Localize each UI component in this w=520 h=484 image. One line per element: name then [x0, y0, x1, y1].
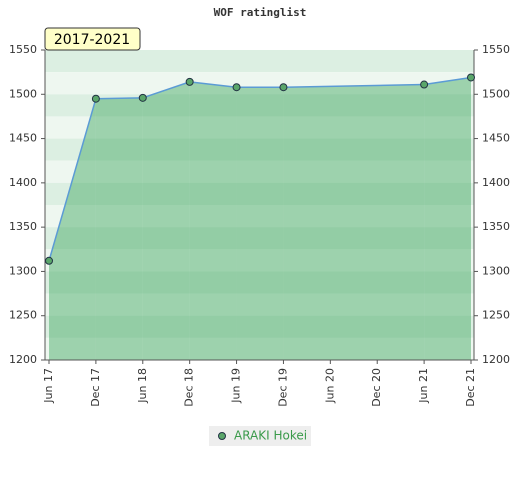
point: [232, 83, 241, 92]
x-tick-label: Jun 19: [230, 368, 243, 404]
background-band: [45, 227, 474, 250]
x-tick-label: Jun 18: [136, 368, 149, 404]
x-tick-label: Dec 19: [276, 368, 289, 407]
chart-title: WOF ratinglist: [214, 6, 307, 19]
y-tick-label: 1350: [9, 220, 37, 233]
point: [45, 256, 53, 265]
area-segment: [49, 98, 96, 360]
background-band: [45, 182, 474, 205]
background-band: [45, 116, 474, 139]
area-segment: [283, 84, 425, 361]
y-tick-label: 1200: [9, 353, 37, 366]
line-segment: [283, 83, 425, 88]
point: [138, 93, 147, 102]
y2-tick-label: 1400: [482, 176, 510, 189]
background-band: [45, 94, 474, 117]
background-band: [45, 160, 474, 183]
y2-tick-label: 1200: [482, 353, 510, 366]
x-tick-label: Dec 20: [370, 368, 383, 407]
legend-box: [209, 426, 311, 446]
area-segment: [236, 87, 284, 360]
line-segment: [189, 81, 237, 88]
x-tick-label: Jun 17: [42, 368, 55, 404]
y-tick-label: 1550: [9, 43, 37, 56]
y2-tick-label: 1550: [482, 43, 510, 56]
x-tick-label: Jun 21: [417, 368, 430, 404]
point: [279, 83, 288, 92]
plot-area: [45, 50, 474, 361]
y-tick-label: 1450: [9, 132, 37, 145]
point: [420, 80, 429, 89]
y2-tick-label: 1300: [482, 264, 510, 277]
line-segment: [95, 97, 143, 100]
x-tick-label: Jun 20: [323, 368, 336, 404]
background-band: [45, 205, 474, 228]
y-tick-label: 1300: [9, 264, 37, 277]
background-band: [45, 271, 474, 294]
y2-tick-label: 1350: [482, 220, 510, 233]
y2-tick-label: 1500: [482, 87, 510, 100]
background-band: [45, 138, 474, 161]
area-segment: [142, 81, 190, 360]
x-tick-label: Dec 21: [464, 368, 477, 407]
area-segment: [95, 97, 143, 360]
point: [185, 77, 194, 86]
line-segment: [48, 98, 97, 262]
background-band: [45, 72, 474, 95]
y2-tick-label: 1450: [482, 132, 510, 145]
legend-marker: [218, 432, 226, 440]
period-box: [44, 27, 141, 51]
y-tick-label: 1400: [9, 176, 37, 189]
line-segment: [142, 81, 190, 99]
x-tick-label: Dec 18: [183, 368, 196, 407]
point: [91, 94, 100, 103]
background-band: [45, 315, 474, 338]
background-band: [45, 249, 474, 272]
background-band: [45, 293, 474, 316]
y-tick-label: 1500: [9, 87, 37, 100]
area-segment: [424, 77, 471, 360]
background-band: [45, 50, 474, 73]
line-segment: [423, 76, 472, 86]
legend-label: ARAKI Hokei: [234, 429, 307, 443]
point: [467, 73, 475, 82]
y-tick-label: 1250: [9, 309, 37, 322]
x-tick-label: Dec 17: [89, 368, 102, 407]
period-label: 2017-2021: [54, 32, 130, 48]
area-segment: [189, 81, 237, 360]
y2-tick-label: 1250: [482, 309, 510, 322]
background-band: [45, 337, 474, 360]
